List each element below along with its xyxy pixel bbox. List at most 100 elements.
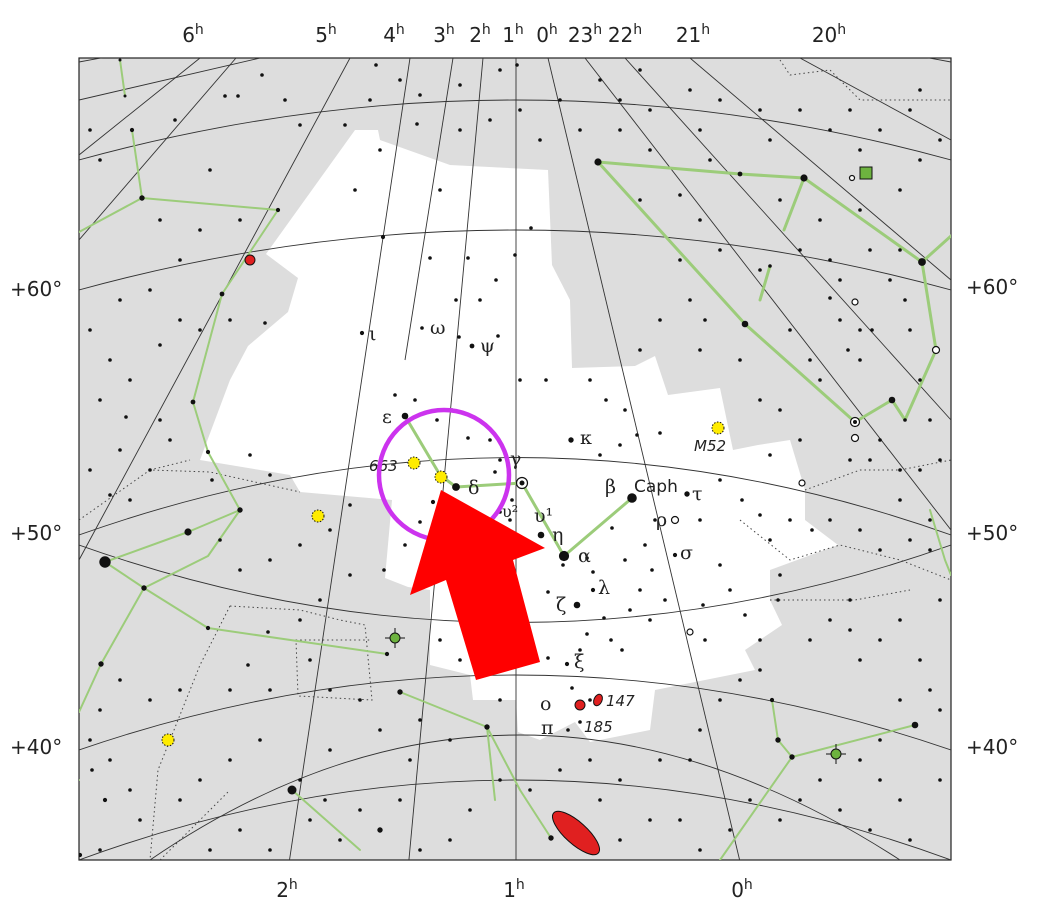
star xyxy=(598,78,602,82)
star xyxy=(353,188,357,192)
star xyxy=(208,848,212,852)
nebula-square xyxy=(859,166,873,180)
galaxy-ngc147 xyxy=(593,693,603,707)
star xyxy=(237,507,243,513)
star xyxy=(737,171,743,177)
star xyxy=(496,334,500,338)
star xyxy=(418,718,422,722)
star xyxy=(588,758,592,762)
ra-top-2: 2h xyxy=(469,22,491,47)
star xyxy=(938,708,942,712)
star xyxy=(648,618,652,622)
star xyxy=(318,598,322,602)
dec-left-40: +40° xyxy=(10,735,62,759)
star xyxy=(648,108,652,112)
star xyxy=(528,788,532,792)
star xyxy=(718,98,722,102)
star xyxy=(268,473,272,477)
star xyxy=(298,543,302,547)
star xyxy=(898,698,902,702)
star xyxy=(568,437,574,443)
star xyxy=(573,601,581,609)
star xyxy=(438,188,442,192)
star xyxy=(908,538,912,542)
star xyxy=(518,378,522,382)
label-lambda: λ xyxy=(598,577,610,599)
ra-top-6: 6h xyxy=(182,22,204,47)
star xyxy=(618,838,622,842)
star xyxy=(688,298,692,302)
star xyxy=(778,818,782,822)
star xyxy=(878,438,882,442)
star xyxy=(918,378,922,382)
star xyxy=(401,412,409,420)
star xyxy=(810,528,814,532)
star xyxy=(148,698,152,702)
star xyxy=(888,278,892,282)
cluster-ngc654 xyxy=(434,470,448,484)
star xyxy=(870,328,874,332)
star xyxy=(908,108,912,112)
star xyxy=(858,328,862,332)
star xyxy=(564,661,570,667)
star xyxy=(658,758,662,762)
star xyxy=(478,298,482,302)
star xyxy=(618,98,622,102)
star xyxy=(123,94,127,98)
star xyxy=(448,738,452,742)
star xyxy=(638,348,642,352)
star xyxy=(868,248,872,252)
star xyxy=(178,688,182,692)
star xyxy=(591,570,595,574)
star xyxy=(138,818,142,822)
star xyxy=(778,198,782,202)
star xyxy=(515,63,519,67)
star xyxy=(741,320,749,328)
star xyxy=(308,818,312,822)
star xyxy=(223,94,227,98)
label-omicron: ο xyxy=(540,693,551,715)
star xyxy=(798,798,802,802)
star xyxy=(578,128,582,132)
star xyxy=(828,296,832,300)
star xyxy=(609,638,613,642)
star xyxy=(418,848,422,852)
star xyxy=(776,598,780,602)
star xyxy=(718,563,722,567)
star xyxy=(578,648,582,652)
star xyxy=(650,568,654,572)
star xyxy=(343,123,347,127)
star xyxy=(128,788,132,792)
ra-top-5: 5h xyxy=(315,22,337,47)
star xyxy=(918,158,922,162)
star xyxy=(458,658,462,662)
label-eta: η xyxy=(552,524,563,546)
variable-dot xyxy=(519,480,525,486)
dec-left-60: +60° xyxy=(10,277,62,301)
star xyxy=(208,168,212,172)
star xyxy=(158,343,162,347)
label-omega: ω xyxy=(430,317,446,339)
star xyxy=(778,573,782,577)
star xyxy=(740,498,744,502)
star xyxy=(452,483,460,491)
star xyxy=(848,628,852,632)
ra-top-22: 22h xyxy=(608,22,642,47)
star xyxy=(703,318,707,322)
star xyxy=(768,138,772,142)
star xyxy=(868,828,872,832)
star xyxy=(98,848,102,852)
star xyxy=(377,827,383,833)
star xyxy=(98,708,102,712)
star xyxy=(468,808,472,812)
cluster-3 xyxy=(311,509,325,523)
dec-right-60: +60° xyxy=(966,275,1018,299)
star xyxy=(398,798,402,802)
label-sigma: σ xyxy=(680,542,693,564)
star xyxy=(544,378,548,382)
star xyxy=(768,453,772,457)
star xyxy=(205,449,211,455)
star xyxy=(558,98,562,102)
star xyxy=(798,108,802,112)
star xyxy=(205,625,211,631)
